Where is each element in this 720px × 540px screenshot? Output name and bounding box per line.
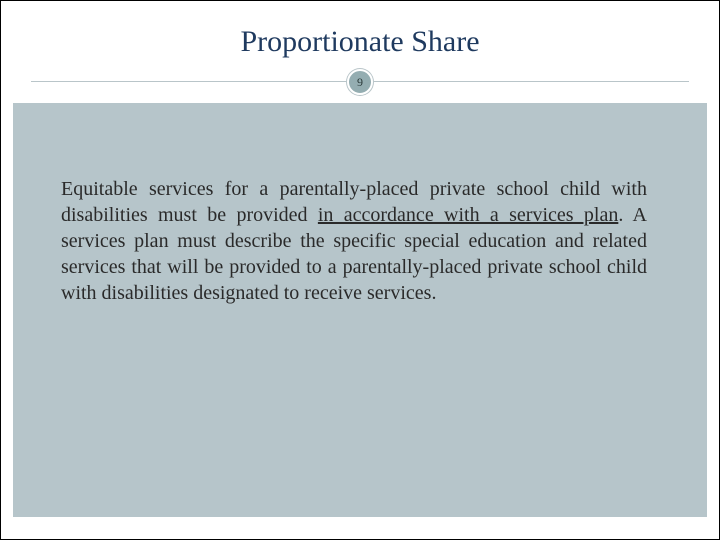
body-paragraph: Equitable services for a parentally-plac… [61,176,647,306]
slide: Proportionate Share 9 Equitable services… [0,0,720,540]
body-text-underlined: in accordance with a services plan [318,204,618,226]
content-band [13,103,707,517]
page-number-badge: 9 [347,69,373,95]
slide-title: Proportionate Share [1,25,719,59]
